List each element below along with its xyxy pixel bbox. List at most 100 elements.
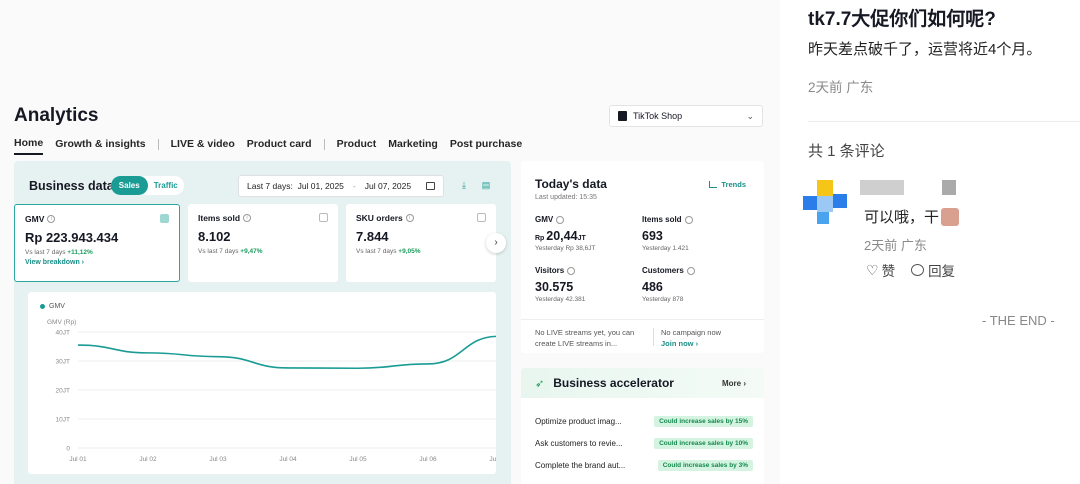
metric-label: Visitors — [535, 266, 565, 275]
today-metric-gmv: GMV Rp 20,44JT Yesterday Rp 38,6JT — [535, 215, 635, 252]
shop-bag-icon — [618, 111, 627, 121]
tab-live-video[interactable]: LIVE & video — [170, 138, 235, 150]
trends-label: Trends — [721, 180, 746, 189]
social-post: tk7.7大促你们如何呢? 昨天差点破千了，运营将近4个月。 2天前 广东 共 … — [780, 0, 1080, 484]
y-axis-label: GMV (Rp) — [47, 319, 77, 326]
y-tick-label: 10JT — [56, 417, 70, 424]
avatar[interactable] — [803, 180, 847, 224]
comment-count: 共 1 条评论 — [808, 143, 885, 160]
reply-bubble-icon[interactable] — [911, 264, 925, 276]
card-checkbox[interactable] — [160, 214, 169, 223]
commenter-name-blurred[interactable] — [860, 180, 976, 195]
card-value: 7.844 — [356, 229, 389, 244]
metric-label: Customers — [642, 266, 684, 275]
download-icon[interactable]: ⤓ — [462, 180, 466, 190]
business-data-title: Business data — [29, 179, 114, 193]
post-meta: 2天前 广东 — [808, 80, 874, 95]
card-label: GMV — [25, 214, 45, 224]
accelerator-row[interactable]: Ask customers to revie... Could increase… — [535, 438, 753, 449]
gmv-chart: GMV GMV (Rp) 40JT 30JT 20JT 10JT 0 Jul 01 Jul … — [28, 292, 496, 474]
tab-home[interactable]: Home — [14, 137, 44, 155]
card-vs: Vs last 7 days — [198, 248, 239, 255]
accelerator-task: Complete the brand aut... — [535, 461, 626, 470]
today-metric-customers: Customers 486 Yesterday 878 — [642, 266, 742, 303]
metric-card-gmv[interactable]: GMV i Rp 223.943.434 Vs last 7 days +11,1… — [14, 204, 180, 282]
comment-actions: ♡ 赞 回复 — [866, 260, 955, 280]
last-updated: Last updated: 15:35 — [535, 194, 597, 201]
metric-card-sku-orders[interactable]: SKU orders i 7.844 Vs last 7 days +9,05% — [346, 204, 496, 282]
metric-value: 30.575 — [535, 280, 574, 294]
trend-chart-icon — [709, 181, 718, 188]
page-title: Analytics — [14, 105, 99, 126]
accelerator-header: ➶ Business accelerator More › — [521, 368, 764, 398]
tab-product-card[interactable]: Product card — [246, 138, 312, 150]
accelerator-row[interactable]: Optimize product imag... Could increase … — [535, 416, 753, 427]
campaign-note: No campaign now Join now › — [661, 327, 721, 349]
business-accelerator-panel: ➶ Business accelerator More › Optimize p… — [521, 368, 764, 484]
tab-marketing[interactable]: Marketing — [388, 138, 438, 150]
toggle-sales[interactable]: Sales — [111, 176, 148, 195]
campaign-text: No campaign now — [661, 328, 722, 337]
x-tick-label: Jul 07 — [489, 456, 496, 463]
post-body: 昨天差点破千了，运营将近4个月。 — [808, 41, 1042, 58]
trends-link[interactable]: Trends — [709, 180, 746, 189]
info-icon: i — [47, 215, 56, 223]
accelerator-row[interactable]: Complete the brand aut... Could increase… — [535, 460, 753, 471]
nav-tabs: Home Growth & insights LIVE & video Prod… — [14, 137, 534, 155]
chart-svg: 40JT 30JT 20JT 10JT 0 Jul 01 Jul 02 Jul 03 Jul 0… — [56, 330, 496, 463]
info-icon — [684, 215, 693, 224]
metric-suffix: JT — [577, 235, 586, 242]
tab-product[interactable]: Product — [336, 138, 377, 150]
toggle-traffic[interactable]: Traffic — [153, 181, 178, 190]
sales-increase-badge: Could increase sales by 10% — [654, 438, 753, 449]
accelerator-more-link[interactable]: More › — [722, 378, 746, 388]
tab-divider — [323, 138, 325, 150]
sticker-icon — [941, 207, 960, 226]
shop-select-value: TikTok Shop — [633, 111, 683, 121]
metric-value: 693 — [642, 229, 663, 243]
metric-card-items-sold[interactable]: Items sold i 8.102 Vs last 7 days +9,47% — [188, 204, 338, 282]
tab-post-purchase[interactable]: Post purchase — [449, 138, 523, 150]
metric-yesterday: Yesterday 42.381 — [535, 296, 586, 303]
card-change: +11,12% — [67, 249, 93, 256]
x-tick-label: Jul 04 — [279, 456, 297, 463]
card-vs: Vs last 7 days — [25, 249, 66, 256]
tab-growth-insights[interactable]: Growth & insights — [55, 138, 146, 150]
report-icon[interactable]: ▤ — [481, 180, 491, 190]
comment-meta: 2天前 广东 — [864, 238, 927, 253]
today-metric-items-sold: Items sold 693 Yesterday 1.421 — [642, 215, 742, 252]
view-breakdown-link[interactable]: View breakdown › — [25, 259, 84, 266]
next-cards-button[interactable]: › — [486, 233, 506, 253]
join-now-link[interactable]: Join now › — [661, 339, 699, 348]
accelerator-title: Business accelerator — [553, 376, 674, 390]
todays-data-title: Today's data — [535, 177, 607, 191]
card-checkbox[interactable] — [319, 213, 328, 222]
date-range-label: Last 7 days: — [247, 181, 293, 191]
rocket-icon: ➶ — [535, 377, 545, 390]
accelerator-task: Optimize product imag... — [535, 417, 622, 426]
metric-value: 486 — [642, 280, 663, 294]
card-value: 8.102 — [198, 229, 231, 244]
sales-increase-badge: Could increase sales by 3% — [657, 460, 753, 471]
date-range-picker[interactable]: Last 7 days: Jul 01, 2025 - Jul 07, 2025 — [238, 175, 444, 197]
analytics-screenshot: Analytics TikTok Shop ⌄ Home Growth & in… — [14, 105, 764, 484]
info-icon — [556, 215, 565, 224]
reply-button[interactable]: 回复 — [928, 264, 956, 279]
calendar-icon — [426, 182, 435, 190]
info-icon: i — [243, 214, 252, 222]
footer-divider — [653, 328, 654, 346]
legend-label: GMV — [49, 303, 65, 310]
card-change: +9,05% — [398, 248, 421, 255]
card-checkbox[interactable] — [477, 213, 486, 222]
sales-increase-badge: Could increase sales by 15% — [654, 416, 753, 427]
shop-select[interactable]: TikTok Shop ⌄ — [609, 105, 763, 127]
sales-traffic-toggle: Sales Traffic — [111, 176, 184, 195]
info-icon: i — [405, 214, 414, 222]
info-icon — [567, 266, 576, 275]
heart-icon[interactable]: ♡ — [866, 261, 879, 278]
x-tick-label: Jul 05 — [349, 456, 367, 463]
comment-body: 可以哦，干 — [864, 209, 940, 226]
like-button[interactable]: 赞 — [881, 264, 896, 279]
business-data-panel: Business data Sales Traffic Last 7 days:… — [14, 161, 511, 484]
